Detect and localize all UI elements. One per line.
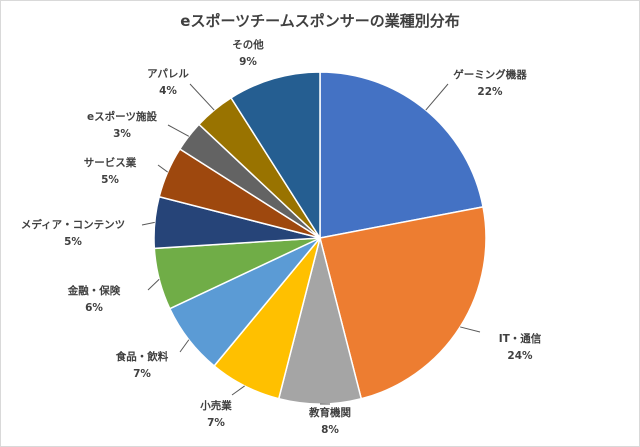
leader-line-services [157, 164, 168, 173]
leader-line-retail [231, 385, 245, 396]
leader-line-esports-facilities [167, 124, 190, 137]
data-label-name-gaming-devices: ゲーミング機器 [453, 68, 527, 81]
leader-line-media-content [141, 221, 155, 226]
data-label-name-finance-insurance: 金融・保険 [67, 284, 121, 297]
data-label-name-other: その他 [232, 38, 264, 51]
data-label-value-media-content: 5% [64, 236, 82, 248]
data-label-name-services: サービス業 [84, 156, 137, 169]
data-label-value-esports-facilities: 3% [113, 128, 131, 140]
leader-line-gaming-devices [425, 83, 449, 111]
data-label-value-education: 8% [321, 424, 339, 436]
leader-line-apparel [189, 83, 215, 111]
data-label-name-esports-facilities: eスポーツ施設 [87, 110, 157, 123]
data-label-name-media-content: メディア・コンテンツ [21, 218, 125, 231]
data-label-value-gaming-devices: 22% [477, 86, 503, 98]
data-label-name-it-telecom: IT・通信 [499, 332, 542, 345]
data-label-name-education: 教育機関 [308, 406, 351, 419]
leader-line-food-beverage [179, 339, 190, 353]
data-label-name-food-beverage: 食品・飲料 [115, 350, 169, 363]
data-label-value-food-beverage: 7% [133, 368, 151, 380]
leader-line-it-telecom [460, 326, 481, 333]
data-label-value-apparel: 4% [159, 85, 177, 97]
data-label-name-apparel: アパレル [147, 68, 189, 80]
data-label-value-finance-insurance: 6% [85, 302, 103, 314]
pie-slices [153, 71, 487, 405]
data-labels: ゲーミング機器 22% IT・通信 24% 教育機関 8% 小売業 7% 食品・飲料 7% 金融・保… [21, 38, 542, 436]
chart-title: eスポーツチームスポンサーの業種別分布 [180, 12, 460, 30]
pie-slice-other [230, 71, 321, 241]
data-label-value-other: 9% [239, 56, 257, 68]
data-label-value-it-telecom: 24% [507, 350, 533, 362]
data-label-value-retail: 7% [207, 417, 225, 429]
data-label-name-retail: 小売業 [199, 399, 232, 412]
leader-line-finance-insurance [147, 278, 160, 291]
leader-lines [141, 83, 481, 405]
data-label-value-services: 5% [101, 174, 119, 186]
